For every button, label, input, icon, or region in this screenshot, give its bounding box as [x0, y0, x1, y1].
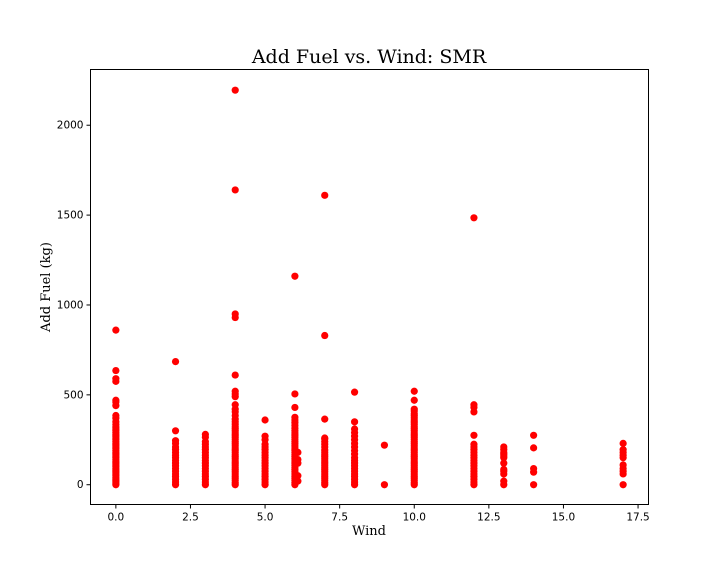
data-point [231, 186, 239, 194]
data-point [410, 387, 418, 395]
data-points [112, 86, 627, 489]
data-point [500, 477, 508, 485]
data-point [201, 430, 209, 438]
data-point [619, 481, 627, 489]
data-point [350, 418, 359, 426]
data-point [500, 465, 508, 474]
data-point [291, 413, 299, 421]
data-point [112, 366, 120, 375]
data-point [530, 481, 538, 489]
data-point [112, 411, 120, 420]
data-point [619, 446, 627, 454]
data-point [619, 439, 627, 447]
data-point [530, 431, 538, 439]
y-tick-label: 500 [63, 389, 83, 401]
data-point [410, 396, 418, 404]
plot-area [90, 69, 649, 505]
data-point [380, 481, 389, 489]
data-point [321, 191, 329, 199]
data-point [112, 326, 120, 334]
data-point [380, 441, 389, 449]
plot-frame [90, 69, 649, 505]
data-point [112, 375, 120, 383]
data-point [231, 86, 239, 94]
data-point [171, 437, 180, 445]
data-point [294, 455, 302, 464]
x-tick-label: 15.0 [552, 512, 575, 524]
data-point [112, 396, 120, 404]
x-tick-label: 12.5 [477, 512, 500, 524]
data-point [500, 443, 508, 451]
data-point [530, 464, 538, 473]
x-tick-label: 17.5 [626, 512, 649, 524]
data-point [350, 425, 359, 433]
x-tick-label: 10.0 [403, 512, 426, 524]
data-point [291, 403, 299, 412]
x-tick-label: 0.0 [108, 512, 125, 524]
data-point [470, 431, 478, 439]
y-tick-label: 1000 [57, 299, 84, 311]
data-point [470, 214, 478, 222]
y-axis: 0 500 1000 1500 2000 [57, 120, 91, 491]
chart-title: Add Fuel vs. Wind: SMR [251, 46, 487, 68]
data-point [171, 357, 180, 366]
data-point [321, 415, 329, 423]
data-point [619, 461, 627, 469]
data-point [171, 427, 180, 435]
data-point [500, 459, 508, 467]
data-point [291, 390, 299, 398]
data-point [294, 448, 302, 456]
data-point [530, 444, 538, 452]
data-point [231, 387, 239, 395]
x-tick-label: 7.5 [331, 512, 348, 524]
data-point [231, 310, 239, 318]
x-axis: 0.0 2.5 5.0 7.5 10.0 12.5 15.0 17.5 [108, 504, 650, 524]
x-tick-label: 5.0 [257, 512, 274, 524]
data-point [321, 331, 329, 340]
data-point [294, 477, 302, 485]
data-point [294, 472, 302, 480]
data-point [261, 432, 269, 440]
data-point [321, 434, 329, 442]
x-tick-label: 2.5 [182, 512, 199, 524]
data-point [231, 401, 239, 409]
data-point [470, 401, 478, 409]
data-point [350, 388, 359, 396]
data-point [231, 371, 239, 379]
y-tick-label: 2000 [57, 120, 84, 132]
data-point [410, 405, 418, 413]
y-tick-label: 1500 [57, 210, 84, 222]
data-point [291, 272, 299, 280]
x-axis-label: Wind [352, 524, 386, 539]
data-point [261, 416, 269, 424]
y-axis-label: Add Fuel (kg) [39, 242, 54, 333]
data-point [470, 440, 478, 448]
y-tick-label: 0 [77, 479, 84, 491]
